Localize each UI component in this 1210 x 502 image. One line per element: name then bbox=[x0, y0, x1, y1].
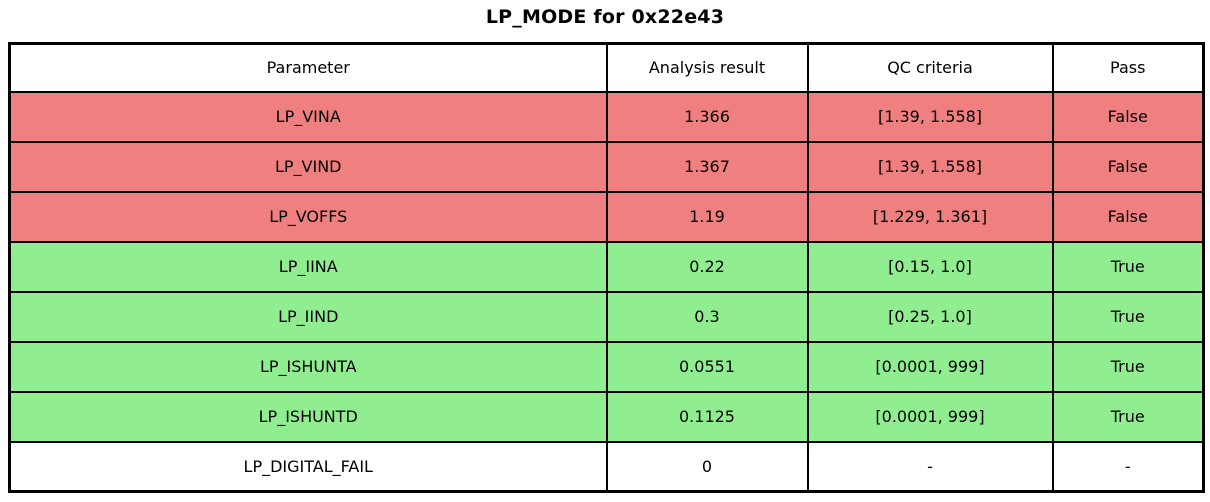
table-row: LP_IINA 0.22 [0.15, 1.0] True bbox=[8, 240, 1205, 293]
cell-qc-criteria: - bbox=[806, 440, 1054, 493]
cell-qc-criteria: [0.15, 1.0] bbox=[806, 240, 1054, 293]
col-header-pass: Pass bbox=[1051, 42, 1205, 93]
cell-qc-criteria: [1.39, 1.558] bbox=[806, 90, 1054, 143]
cell-parameter: LP_DIGITAL_FAIL bbox=[8, 440, 608, 493]
cell-analysis-result: 1.366 bbox=[605, 90, 809, 143]
table-row: LP_VIND 1.367 [1.39, 1.558] False bbox=[8, 140, 1205, 193]
col-header-qc-criteria: QC criteria bbox=[806, 42, 1054, 93]
cell-qc-criteria: [1.229, 1.361] bbox=[806, 190, 1054, 243]
table-row: LP_VINA 1.366 [1.39, 1.558] False bbox=[8, 90, 1205, 143]
cell-pass: - bbox=[1051, 440, 1205, 493]
table-row: LP_ISHUNTA 0.0551 [0.0001, 999] True bbox=[8, 340, 1205, 393]
cell-analysis-result: 1.19 bbox=[605, 190, 809, 243]
cell-parameter: LP_ISHUNTD bbox=[8, 390, 608, 443]
col-header-parameter: Parameter bbox=[8, 42, 608, 93]
cell-pass: False bbox=[1051, 90, 1205, 143]
cell-pass: True bbox=[1051, 240, 1205, 293]
cell-parameter: LP_VIND bbox=[8, 140, 608, 193]
cell-qc-criteria: [0.25, 1.0] bbox=[806, 290, 1054, 343]
cell-pass: True bbox=[1051, 340, 1205, 393]
cell-analysis-result: 0.3 bbox=[605, 290, 809, 343]
col-header-analysis-result: Analysis result bbox=[605, 42, 809, 93]
cell-pass: False bbox=[1051, 190, 1205, 243]
cell-analysis-result: 0.22 bbox=[605, 240, 809, 293]
cell-parameter: LP_IINA bbox=[8, 240, 608, 293]
cell-qc-criteria: [0.0001, 999] bbox=[806, 340, 1054, 393]
table-row: LP_DIGITAL_FAIL 0 - - bbox=[8, 440, 1205, 493]
qc-table: Parameter Analysis result QC criteria Pa… bbox=[8, 42, 1205, 493]
cell-qc-criteria: [1.39, 1.558] bbox=[806, 140, 1054, 193]
cell-pass: True bbox=[1051, 390, 1205, 443]
cell-pass: False bbox=[1051, 140, 1205, 193]
header-row: Parameter Analysis result QC criteria Pa… bbox=[8, 42, 1205, 93]
cell-analysis-result: 0.1125 bbox=[605, 390, 809, 443]
cell-analysis-result: 0.0551 bbox=[605, 340, 809, 393]
cell-parameter: LP_ISHUNTA bbox=[8, 340, 608, 393]
table-row: LP_VOFFS 1.19 [1.229, 1.361] False bbox=[8, 190, 1205, 243]
cell-pass: True bbox=[1051, 290, 1205, 343]
cell-qc-criteria: [0.0001, 999] bbox=[806, 390, 1054, 443]
table-row: LP_IIND 0.3 [0.25, 1.0] True bbox=[8, 290, 1205, 343]
page-title: LP_MODE for 0x22e43 bbox=[485, 6, 725, 28]
cell-analysis-result: 0 bbox=[605, 440, 809, 493]
table-row: LP_ISHUNTD 0.1125 [0.0001, 999] True bbox=[8, 390, 1205, 443]
cell-parameter: LP_VINA bbox=[8, 90, 608, 143]
cell-analysis-result: 1.367 bbox=[605, 140, 809, 193]
cell-parameter: LP_IIND bbox=[8, 290, 608, 343]
cell-parameter: LP_VOFFS bbox=[8, 190, 608, 243]
